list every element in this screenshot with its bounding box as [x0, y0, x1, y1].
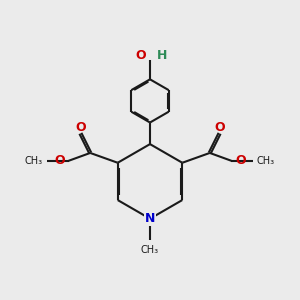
Text: O: O: [214, 121, 225, 134]
Text: CH₃: CH₃: [257, 156, 275, 166]
Text: CH₃: CH₃: [141, 245, 159, 255]
Text: O: O: [75, 121, 86, 134]
Text: O: O: [135, 49, 146, 62]
Text: CH₃: CH₃: [25, 156, 43, 166]
Text: N: N: [145, 212, 155, 225]
Text: O: O: [235, 154, 246, 167]
Text: H: H: [157, 49, 167, 62]
Text: O: O: [54, 154, 65, 167]
